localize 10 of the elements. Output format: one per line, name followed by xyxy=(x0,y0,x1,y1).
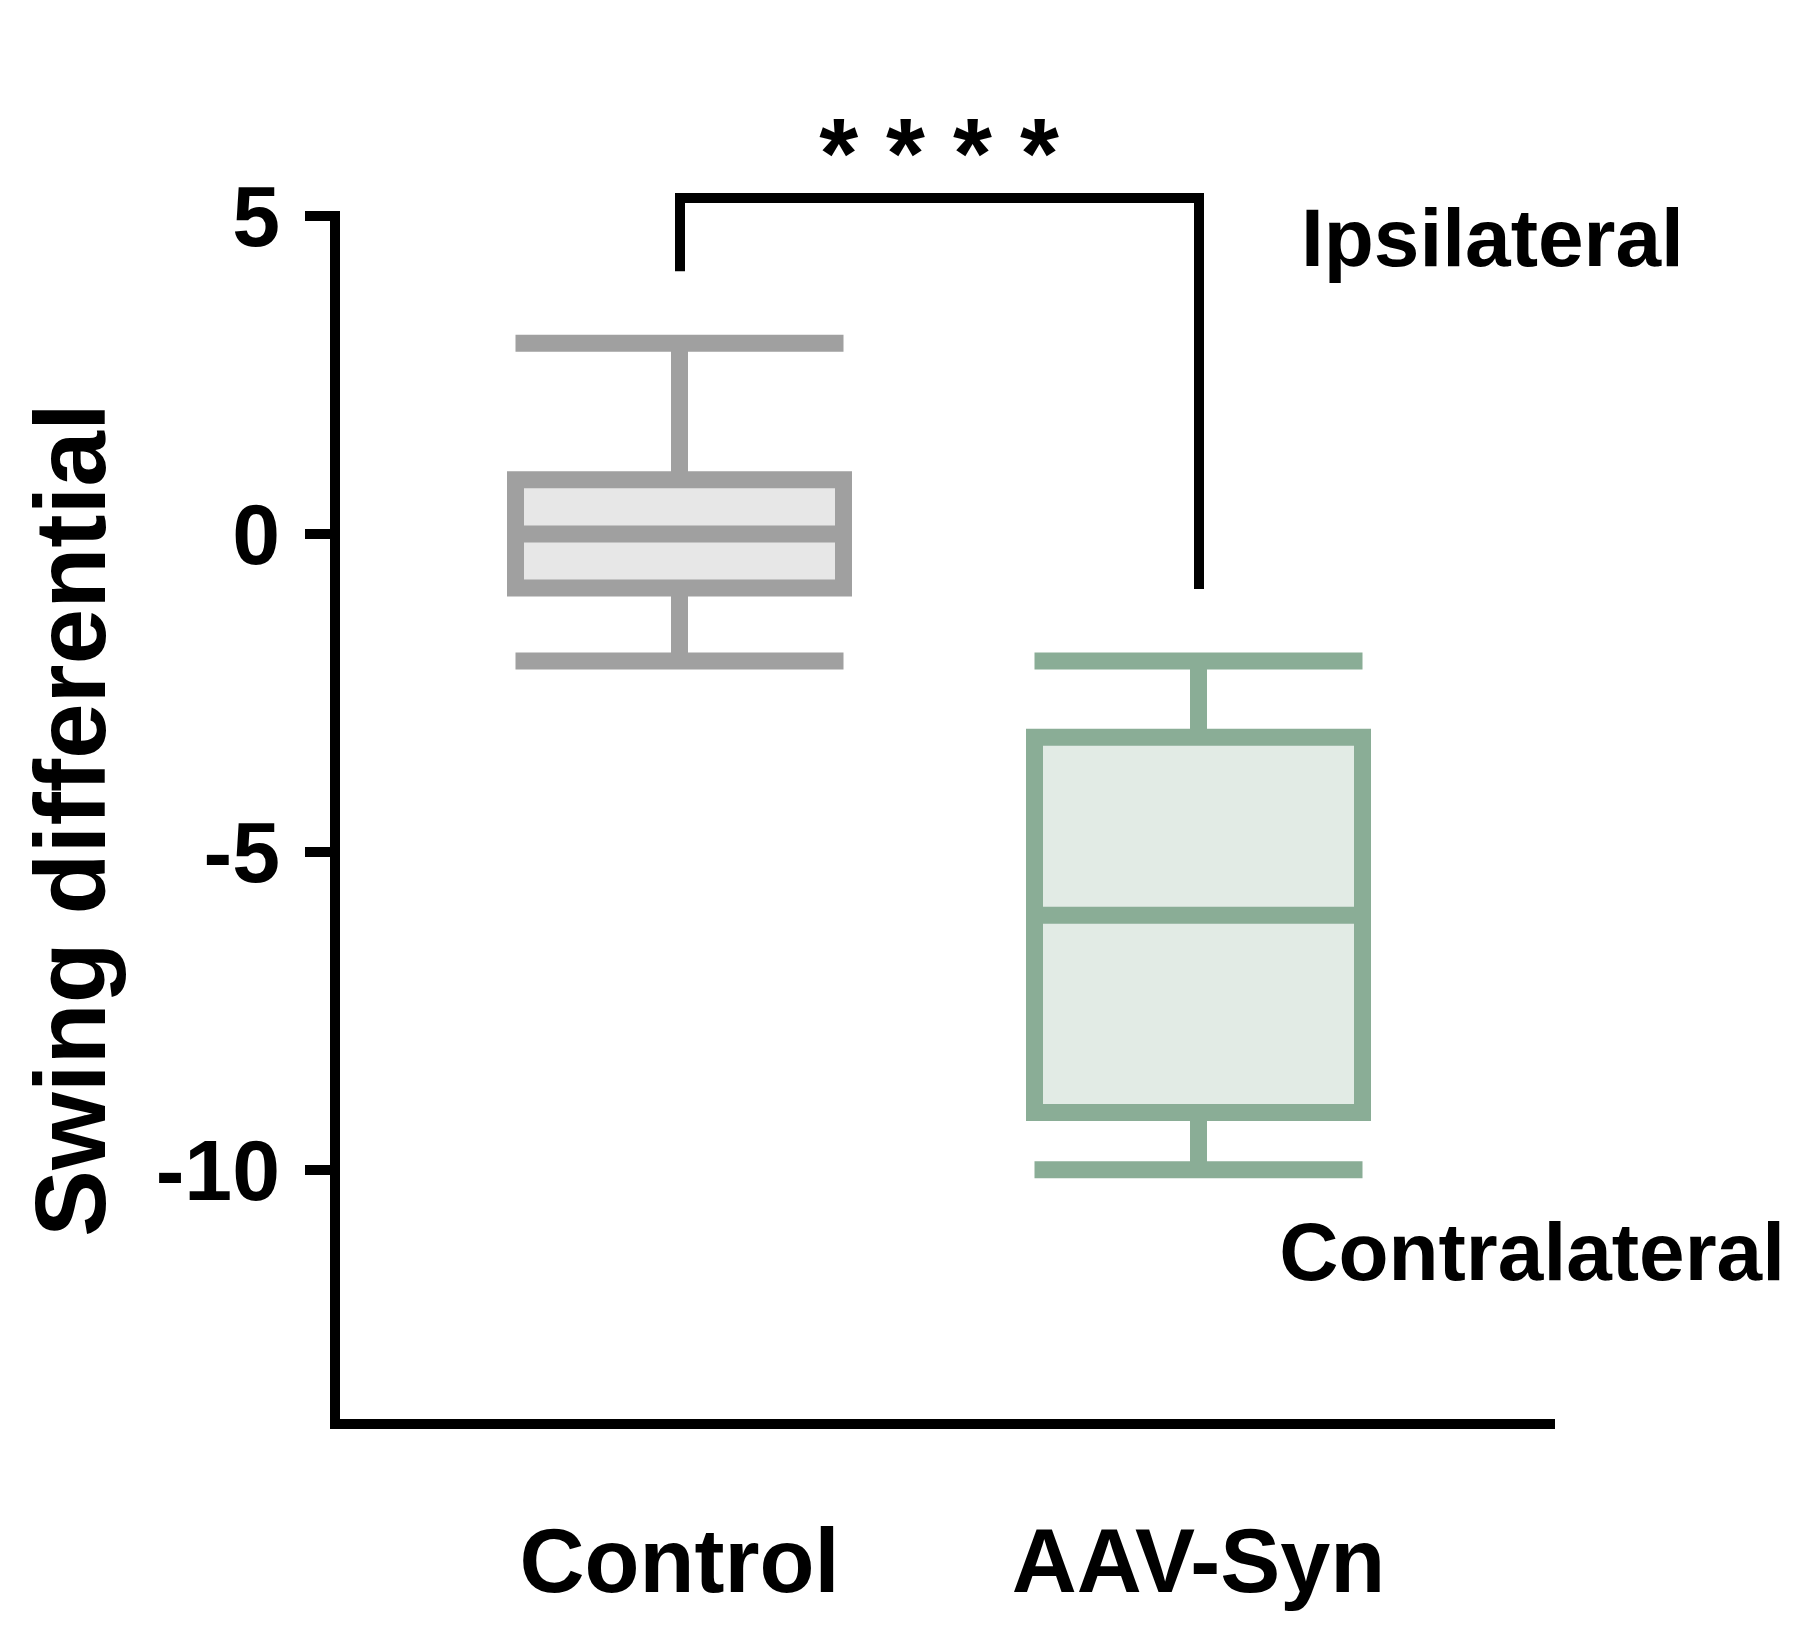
y-tick-label: 0 xyxy=(232,485,280,582)
annotation: Contralateral xyxy=(1279,1206,1785,1297)
annotation: Ipsilateral xyxy=(1301,192,1684,283)
x-tick-label: AAV-Syn xyxy=(1011,1511,1386,1611)
y-tick-label: -5 xyxy=(203,803,280,900)
x-tick-label: Control xyxy=(519,1511,840,1611)
y-tick-label: 5 xyxy=(232,168,280,264)
y-tick-label: -10 xyxy=(155,1121,280,1218)
text: **** xyxy=(818,97,1087,209)
y-axis-title: Swing differential xyxy=(14,403,126,1237)
